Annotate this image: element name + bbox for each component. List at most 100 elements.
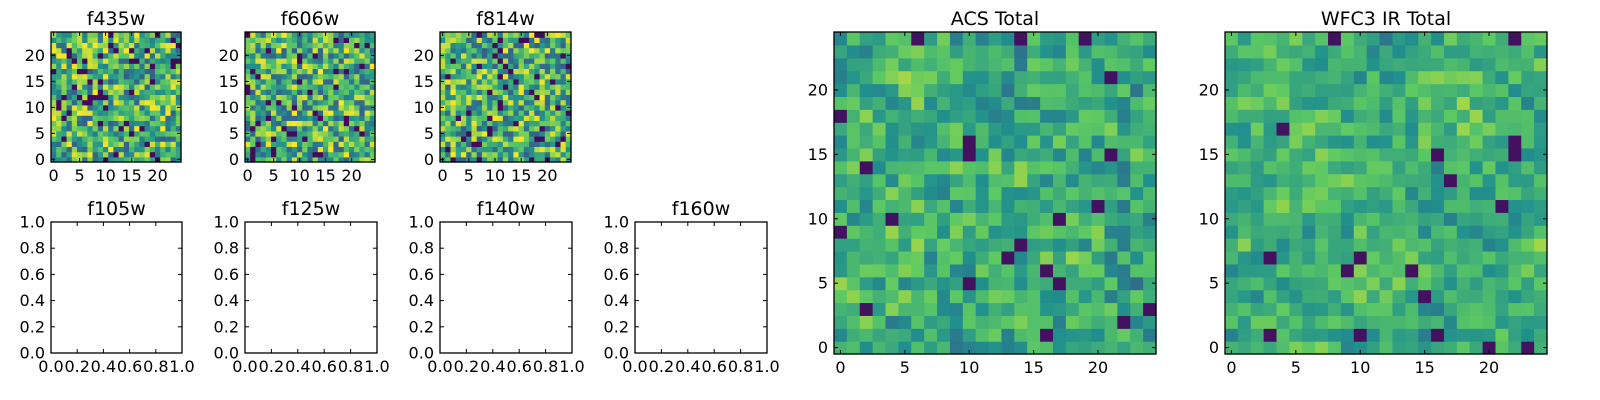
- heatmap-cell: [1418, 341, 1432, 355]
- heatmap-cell: [492, 115, 499, 121]
- heatmap-cell: [1104, 225, 1118, 239]
- heatmap-cell: [1521, 328, 1535, 342]
- heatmap-cell: [1456, 57, 1471, 72]
- heatmap-cell: [859, 225, 874, 239]
- x-tick-label: 15: [315, 166, 335, 185]
- heatmap-cell: [1014, 263, 1028, 278]
- heatmap-cell: [898, 289, 912, 304]
- heatmap-cell: [1130, 83, 1144, 97]
- heatmap-cell: [1091, 44, 1106, 59]
- heatmap-cell: [445, 32, 452, 38]
- heatmap-cell: [1014, 70, 1028, 85]
- heatmap-cell: [1392, 225, 1406, 239]
- heatmap-cell: [518, 115, 525, 121]
- heatmap-cell: [885, 83, 899, 97]
- heatmap-cell: [1250, 57, 1265, 72]
- heatmap-cell: [440, 115, 446, 121]
- x-tick-label: 20: [147, 166, 167, 185]
- heatmap-cell: [56, 146, 62, 153]
- heatmap-cell: [555, 37, 562, 43]
- heatmap-cell: [1340, 263, 1355, 278]
- heatmap-cell: [962, 328, 977, 342]
- heatmap-cell: [1276, 109, 1290, 123]
- heatmap-cell: [61, 32, 68, 38]
- heatmap-cell: [450, 63, 457, 69]
- heatmap-cell: [307, 78, 314, 85]
- heatmap-cell: [364, 63, 371, 69]
- heatmap-cell: [1001, 96, 1015, 110]
- heatmap-cell: [1263, 315, 1278, 329]
- heatmap-cell: [1001, 276, 1015, 291]
- heatmap-cell: [1237, 186, 1252, 201]
- heatmap-cell: [962, 57, 977, 72]
- x-tick-label: 1.0: [169, 357, 194, 376]
- heatmap-cell: [534, 94, 541, 101]
- heatmap-cell: [276, 68, 282, 75]
- heatmap-cell: [333, 58, 340, 64]
- heatmap-cell: [523, 68, 530, 75]
- heatmap-cell: [359, 47, 366, 54]
- heatmap-cell: [245, 125, 251, 132]
- heatmap-cell: [1534, 147, 1548, 162]
- heatmap-cell: [56, 37, 62, 43]
- heatmap-cell: [508, 52, 514, 59]
- heatmap-cell: [291, 84, 298, 90]
- heatmap-cell: [354, 68, 360, 75]
- heatmap-cell: [513, 32, 520, 38]
- heatmap-cell: [1469, 173, 1484, 188]
- heatmap-cell: [529, 120, 535, 127]
- heatmap-cell: [911, 44, 925, 59]
- heatmap-cell: [1091, 199, 1106, 213]
- heatmap-cell: [502, 99, 509, 106]
- heatmap-cell: [359, 42, 366, 49]
- heatmap-cell: [962, 289, 977, 304]
- heatmap-cell: [1001, 147, 1015, 162]
- heatmap-cell: [51, 84, 57, 90]
- heatmap-cell: [281, 58, 288, 64]
- heatmap-cell: [364, 37, 371, 43]
- heatmap-cell: [476, 68, 483, 75]
- heatmap-cell: [92, 32, 99, 38]
- heatmap-cell: [82, 110, 88, 116]
- heatmap-cell: [354, 52, 360, 59]
- heatmap-cell: [872, 289, 887, 304]
- heatmap-cell: [1328, 57, 1342, 72]
- heatmap-cell: [550, 141, 556, 147]
- heatmap-cell: [71, 47, 78, 54]
- heatmap-cell: [539, 151, 546, 158]
- heatmap-cell: [302, 151, 308, 158]
- heatmap-cell: [103, 136, 109, 142]
- heatmap-cell: [103, 115, 109, 121]
- heatmap-cell: [1263, 186, 1278, 201]
- heatmap-cell: [139, 120, 146, 127]
- heatmap-cell: [139, 58, 146, 64]
- heatmap-cell: [51, 99, 57, 106]
- heatmap-cell: [1379, 147, 1394, 162]
- heatmap-cell: [359, 110, 366, 116]
- heatmap-cell: [1104, 328, 1118, 342]
- heatmap-cell: [333, 63, 340, 69]
- heatmap-cell: [1469, 276, 1484, 291]
- heatmap-cell: [1237, 147, 1252, 162]
- heatmap-cell: [307, 104, 314, 111]
- heatmap-cell: [550, 58, 556, 64]
- heatmap-cell: [455, 141, 462, 147]
- heatmap-cell: [1495, 122, 1509, 136]
- heatmap-cell: [51, 37, 57, 43]
- heatmap-cell: [1418, 186, 1432, 201]
- heatmap-cell: [165, 156, 172, 163]
- heatmap-cell: [255, 68, 262, 75]
- heatmap-cell: [1328, 315, 1342, 329]
- heatmap-cell: [1392, 212, 1406, 226]
- heatmap-cell: [1392, 328, 1406, 342]
- heatmap-cell: [1405, 238, 1419, 252]
- heatmap-cell: [1091, 328, 1106, 342]
- heatmap-cell: [1418, 70, 1432, 85]
- heatmap-cell: [265, 37, 272, 43]
- heatmap-cell: [544, 136, 551, 142]
- heatmap-cell: [1534, 122, 1548, 136]
- heatmap-cell: [502, 68, 509, 75]
- heatmap-cell: [455, 84, 462, 90]
- heatmap-cell: [885, 186, 899, 201]
